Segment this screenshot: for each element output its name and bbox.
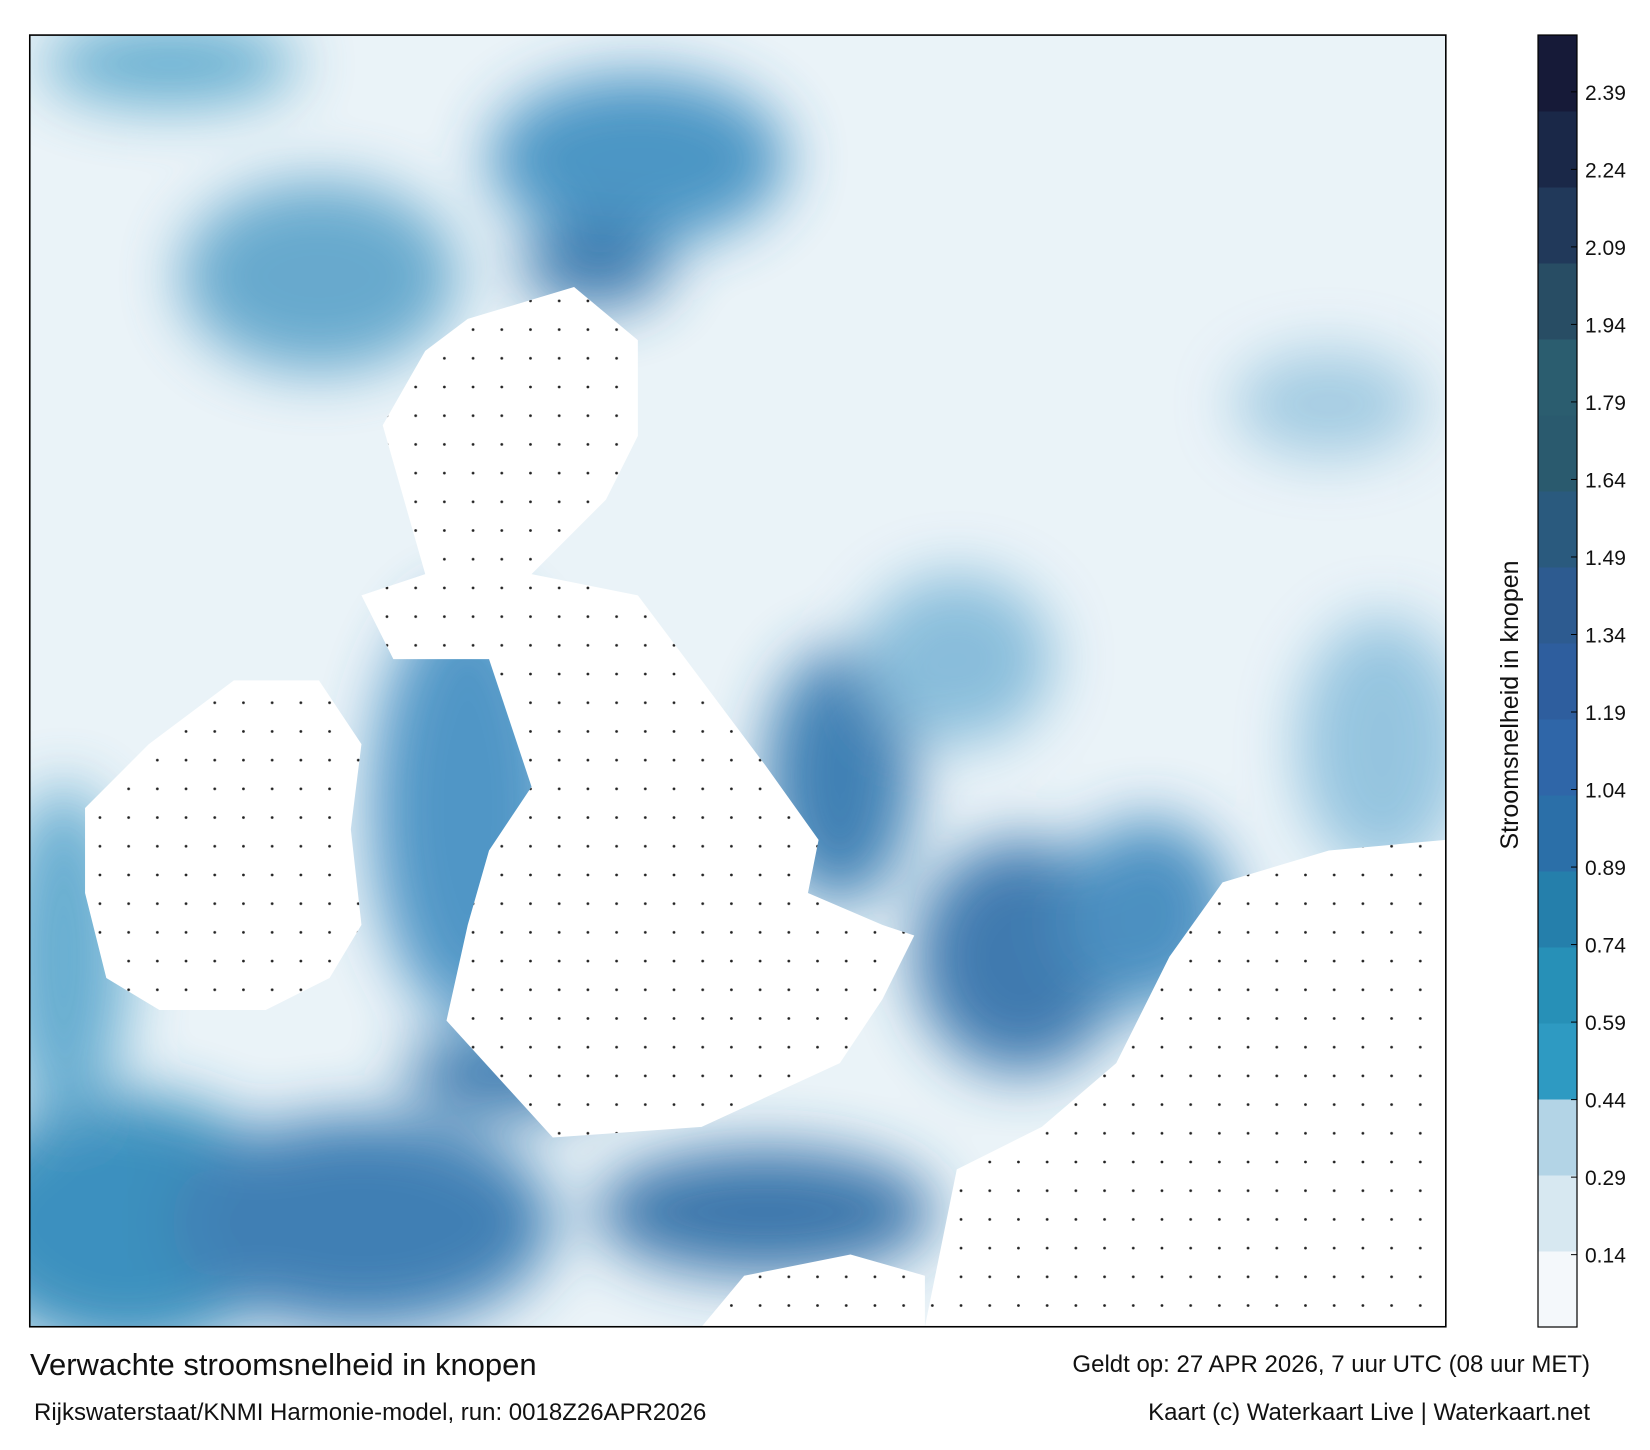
colorbar-tick-label: 2.39 [1585,82,1626,105]
colorbar-tick-label: 0.14 [1585,1245,1626,1268]
colorbar-tick-label: 1.79 [1585,392,1626,415]
colorbar-band [1538,947,1577,1024]
colorbar-frame [1537,34,1578,1328]
colorbar-band [1538,795,1577,872]
colorbar-tick-label: 0.74 [1585,935,1626,958]
colorbar-tick-label: 1.64 [1585,469,1626,492]
colorbar-tick-label: 2.24 [1585,159,1626,182]
colorbar-band [1538,567,1577,644]
colorbar-tick-label: 0.29 [1585,1167,1626,1190]
colorbar-band [1538,719,1577,796]
grid-points [85,287,1446,1327]
map-frame [28,34,1447,1328]
colorbar-tick-label: 1.19 [1585,702,1626,725]
credit: Kaart (c) Waterkaart Live | Waterkaart.n… [1148,1399,1590,1426]
colorbar-band [1538,1099,1577,1176]
colorbar-band [1538,187,1577,264]
colorbar-tick-label: 0.59 [1585,1012,1626,1035]
map [28,34,1447,1328]
colorbar-tick-label: 1.34 [1585,624,1626,647]
colorbar-tick-label: 0.44 [1585,1090,1626,1113]
colorbar-band [1538,643,1577,720]
colorbar-band [1538,339,1577,416]
colorbar-tick-label: 1.49 [1585,547,1626,570]
colorbar-label: Stroomsnelheid in knopen [1496,560,1524,849]
title: Verwachte stroomsnelheid in knopen [30,1347,537,1382]
colorbar-band [1538,415,1577,492]
colorbar-tick-label: 2.09 [1585,237,1626,260]
colorbar-band [1538,1251,1577,1328]
colorbar-band [1538,871,1577,948]
colorbar-band [1538,1175,1577,1252]
colorbar-band [1538,263,1577,340]
colorbar-band [1538,1023,1577,1100]
colorbar-band [1538,35,1577,112]
valid-time: Geldt op: 27 APR 2026, 7 uur UTC (08 uur… [1072,1351,1590,1378]
colorbar: 0.14 0.29 0.44 0.59 0.74 0.89 1.04 1.19 1.34 1.49… [1537,34,1626,1328]
subtitle: Rijkswaterstaat/KNMI Harmonie-model, run… [34,1399,706,1426]
colorbar-tick-label: 1.04 [1585,780,1626,803]
colorbar-tick-label: 0.89 [1585,857,1626,880]
colorbar-band [1538,111,1577,188]
colorbar-tick-label: 1.94 [1585,314,1626,337]
colorbar-band [1538,491,1577,568]
